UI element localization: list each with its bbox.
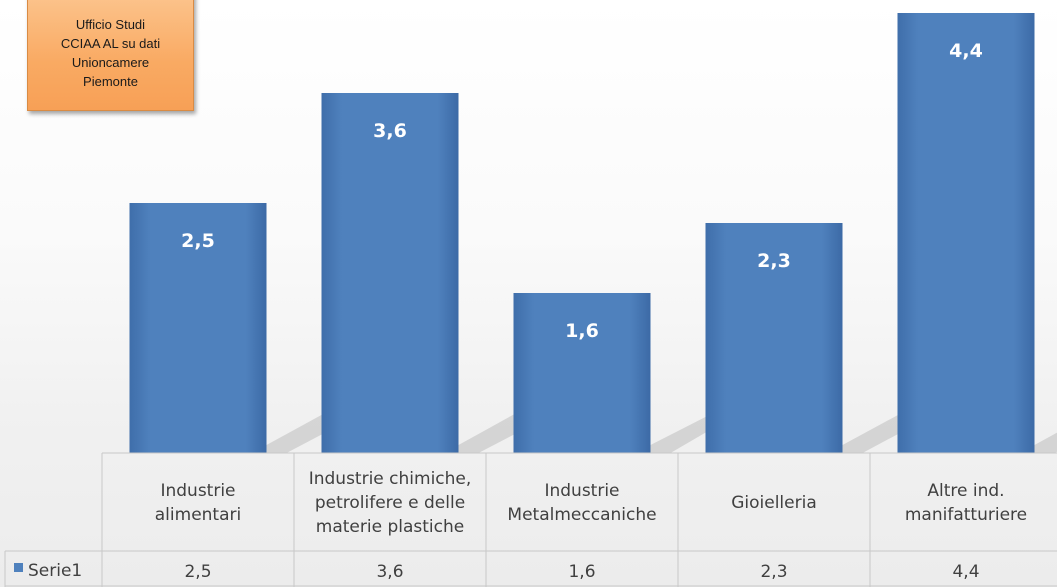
bar-5	[897, 13, 1035, 453]
bar-value-label: 2,3	[757, 250, 791, 272]
value-labels: 2,5 3,6 1,6 2,3 4,4	[181, 40, 983, 342]
legend-key-icon	[14, 563, 23, 572]
table-value-cell: 1,6	[568, 562, 595, 582]
bar-shadow	[1034, 432, 1057, 453]
bar-value-label: 2,5	[181, 230, 215, 252]
source-note: Ufficio Studi CCIAA AL su dati Unioncame…	[27, 0, 194, 111]
category-label: Altre ind. manifatturiere	[905, 481, 1027, 525]
bar-value-label: 4,4	[949, 40, 983, 62]
category-label: Industrie chimiche, petrolifere e delle ma…	[309, 469, 472, 537]
series-name: Serie1	[28, 561, 82, 581]
category-label: Industrie alimentari	[155, 481, 241, 525]
category-label: Gioielleria	[731, 493, 817, 513]
table-value-cell: 4,4	[952, 562, 979, 582]
source-note-text: Ufficio Studi CCIAA AL su dati Unioncame…	[60, 16, 161, 89]
bar-value-label: 1,6	[565, 320, 599, 342]
category-label: Industrie Metalmeccaniche	[507, 481, 656, 525]
data-table: Industrie alimentari Industrie chimiche, pe…	[4, 452, 1057, 587]
table-value-cell: 2,5	[184, 562, 211, 582]
bar-3	[513, 293, 651, 453]
bar-value-label: 3,6	[373, 120, 407, 142]
bar-1	[129, 203, 267, 453]
bar-2	[321, 93, 459, 453]
table-value-cell: 2,3	[760, 562, 787, 582]
table-value-cell: 3,6	[376, 562, 403, 582]
bars	[129, 13, 1035, 453]
bar-4	[705, 223, 843, 453]
